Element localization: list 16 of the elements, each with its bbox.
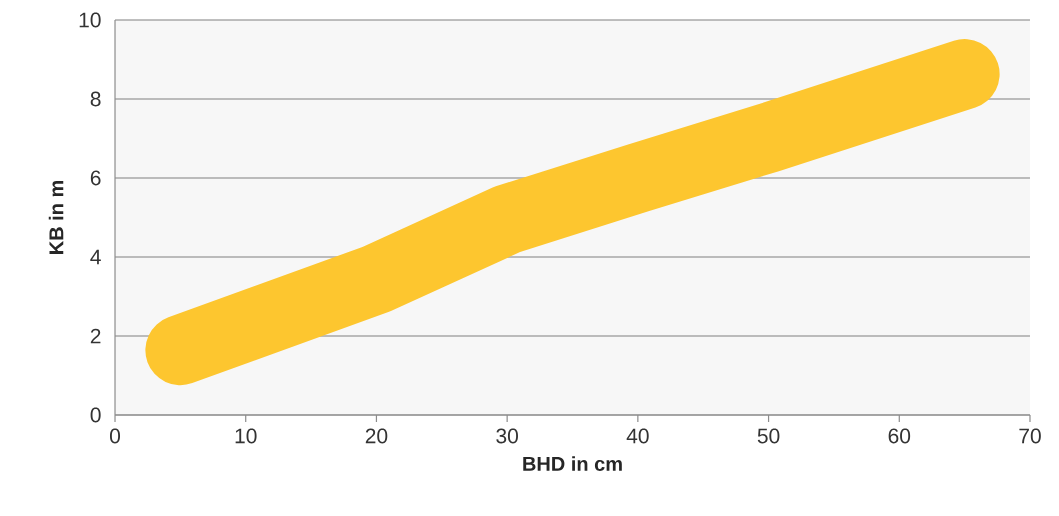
y-tick-label: 4: [90, 249, 101, 265]
y-tick-label: 2: [90, 328, 101, 344]
x-tick-label: 50: [757, 428, 780, 444]
y-axis-title: KB in m: [48, 180, 64, 254]
x-tick-label: 20: [365, 428, 388, 444]
y-tick-label: 8: [90, 91, 101, 107]
x-tick-label: 10: [235, 428, 257, 444]
x-tick-label: 40: [626, 428, 649, 444]
x-tick-label: 30: [496, 428, 518, 444]
x-tick-label: 0: [109, 428, 121, 444]
y-tick-label: 0: [90, 407, 101, 423]
y-tick-label: 10: [79, 12, 101, 28]
y-tick-label: 6: [90, 170, 101, 186]
x-tick-label: 60: [888, 428, 911, 444]
x-axis-title: BHD in cm: [523, 456, 622, 471]
x-tick-label: 70: [1019, 428, 1041, 444]
